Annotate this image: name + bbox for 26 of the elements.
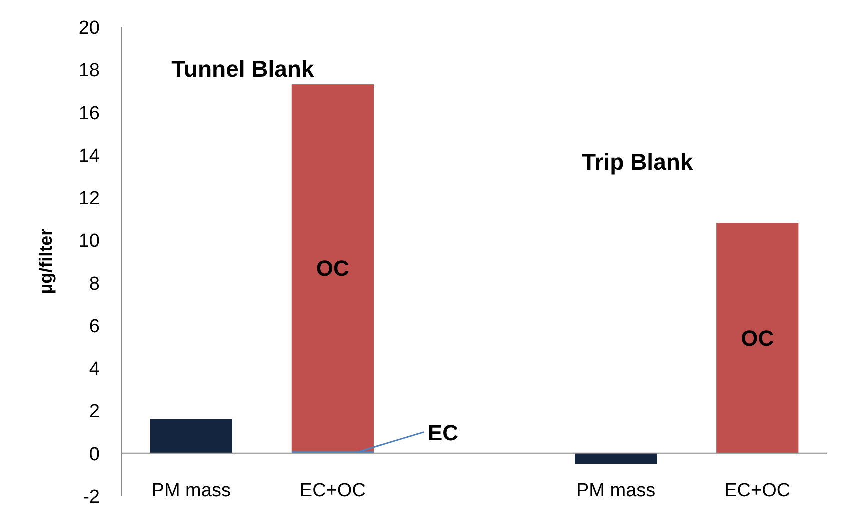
y-tick-label: 12 [78, 188, 100, 210]
legend-label: EC [428, 420, 459, 446]
y-tick-label: 4 [89, 359, 100, 380]
y-tick-label: 10 [78, 231, 100, 252]
y-tick-label: 2 [89, 402, 100, 423]
x-tick-label: EC+OC [724, 480, 791, 502]
y-tick-label: 18 [78, 60, 100, 82]
y-tick-label: 8 [89, 274, 100, 295]
bar [716, 223, 799, 454]
annotation: Trip Blank [582, 149, 694, 175]
x-tick-label: PM mass [576, 480, 656, 502]
y-axis-title: µg/filter [36, 228, 56, 294]
series-label: OC [741, 326, 774, 352]
text: OC [316, 256, 350, 281]
y-tick-label: 16 [78, 103, 100, 124]
x-tick-label: PM mass [152, 480, 231, 502]
bar [575, 453, 658, 464]
bar [150, 419, 232, 454]
x-tick-label: EC+OC [300, 480, 366, 502]
annotation: Tunnel Blank [172, 56, 314, 82]
y-tick-label: 6 [89, 316, 100, 338]
y-tick-label: 0 [89, 444, 100, 466]
y-tick-label: 20 [78, 18, 100, 39]
bar [292, 84, 374, 452]
y-tick-label: -2 [83, 487, 100, 508]
y-tick-label: 14 [78, 146, 100, 167]
